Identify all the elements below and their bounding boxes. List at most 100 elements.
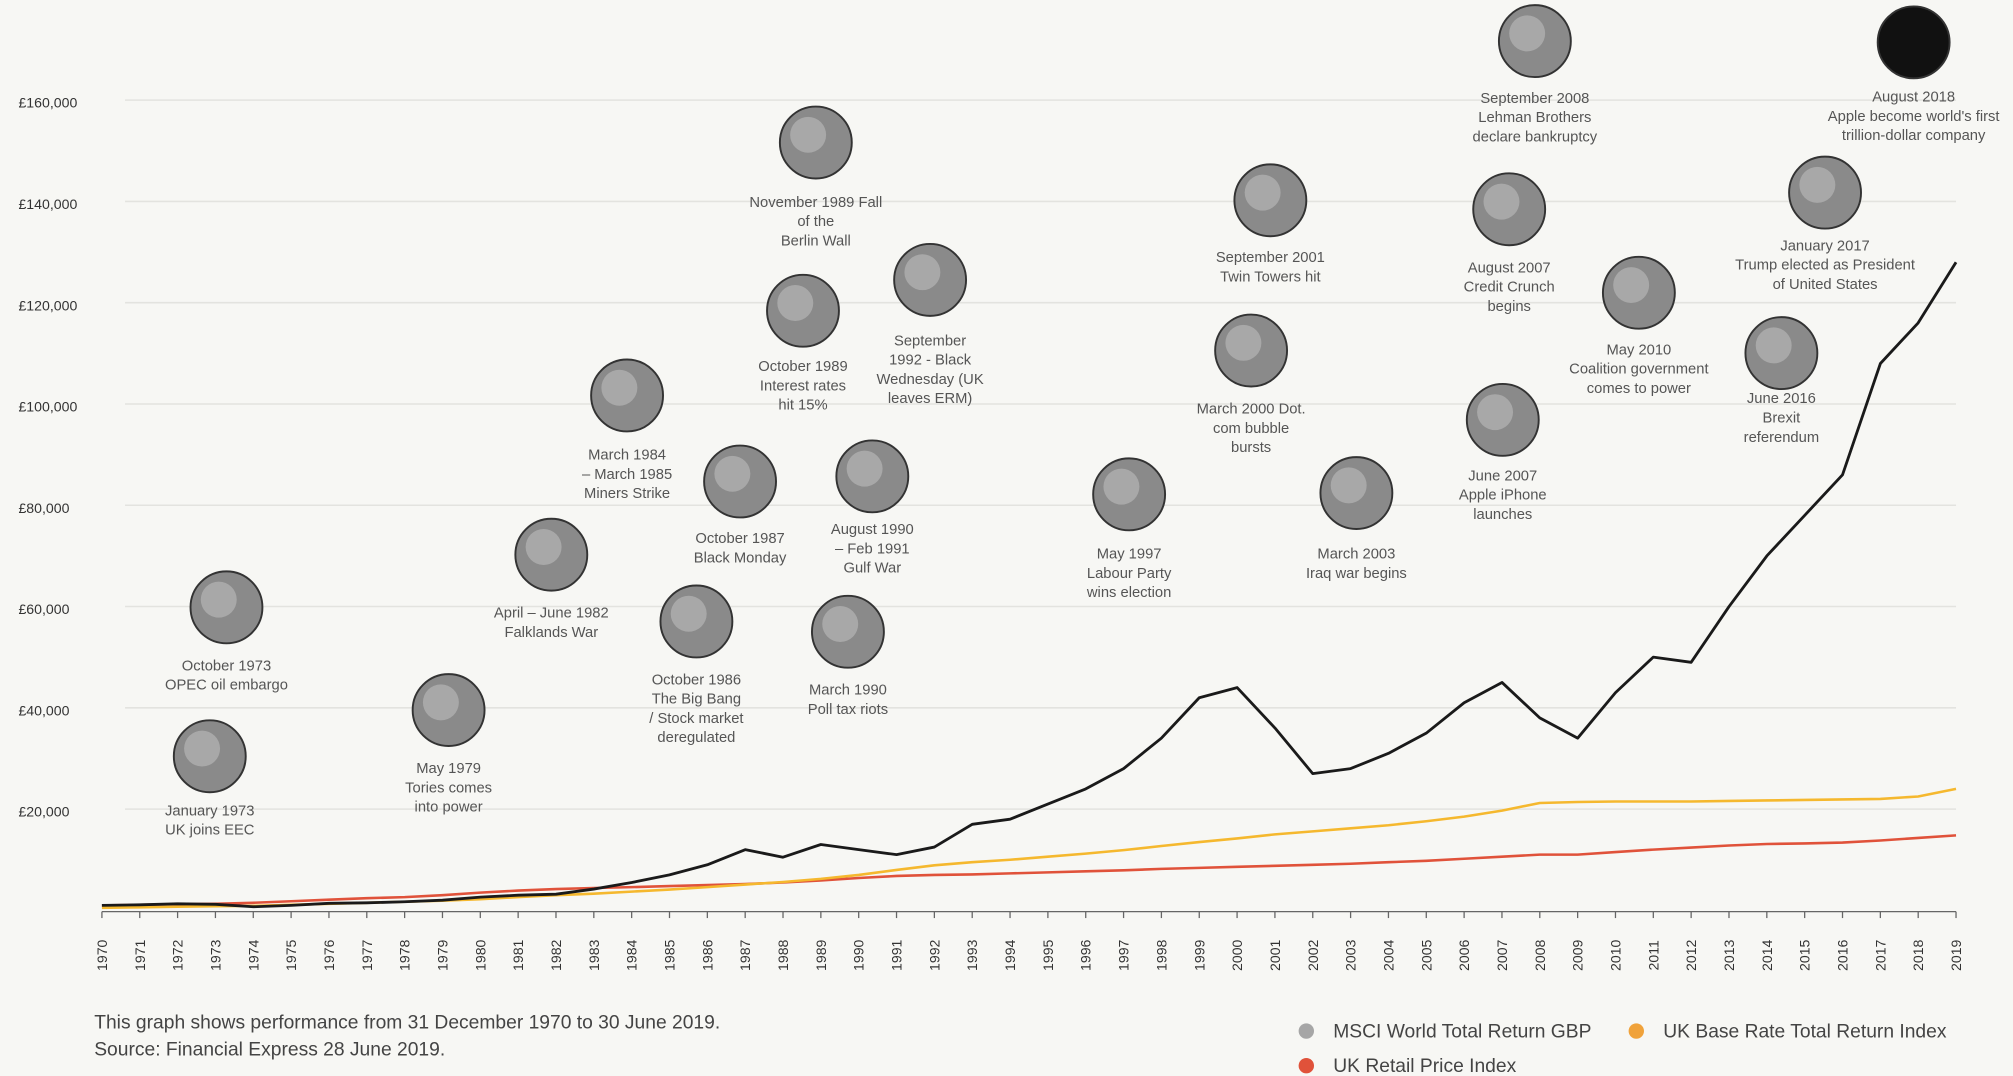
annotation-text: October 1973 <box>182 658 271 674</box>
photo-shade <box>904 254 940 290</box>
photo-shade <box>1225 325 1261 361</box>
annotation-text: Apple iPhone <box>1459 488 1547 504</box>
y-tick-label: £140,000 <box>18 196 77 212</box>
annotation-text: September <box>894 333 966 349</box>
annotation-text: October 1986 <box>652 672 741 688</box>
footnote: Source: Financial Express 28 June 2019. <box>94 1039 445 1060</box>
x-tick-label: 2004 <box>1380 939 1396 971</box>
annotation-text: May 1979 <box>416 761 481 777</box>
x-tick-label: 2000 <box>1229 939 1245 971</box>
x-tick-label: 2011 <box>1645 940 1661 970</box>
x-tick-label: 2009 <box>1570 939 1586 971</box>
y-tick-label: £100,000 <box>18 399 77 415</box>
annotation-text: March 1990 <box>809 683 887 699</box>
annotation-text: begins <box>1487 299 1530 315</box>
x-tick-label: 1974 <box>245 939 261 971</box>
annotation-text: Labour Party <box>1087 566 1172 582</box>
legend-marker <box>1299 1058 1314 1073</box>
annotation-text: OPEC oil embargo <box>165 678 288 694</box>
x-tick-label: 2014 <box>1759 939 1775 971</box>
x-tick-label: 1985 <box>662 939 678 971</box>
annotation-text: November 1989 Fall <box>749 195 882 211</box>
annotation-text: Gulf War <box>844 561 902 577</box>
x-tick-label: 1994 <box>1002 939 1018 971</box>
annotation-text: Interest rates <box>760 378 846 394</box>
chart: £20,000£40,000£60,000£80,000£100,000£120… <box>0 0 2013 1076</box>
annotation-text: – Feb 1991 <box>835 541 910 557</box>
annotation-text: August 2018 <box>1872 89 1955 105</box>
x-tick-label: 1997 <box>1116 939 1132 971</box>
annotation-text: Lehman Brothers <box>1478 110 1591 126</box>
x-tick-label: 2010 <box>1607 939 1623 971</box>
page: {"chart_data": {"type": "line", "x": [19… <box>0 0 2013 1076</box>
annotation-text: Falklands War <box>504 625 598 641</box>
annotation-text: comes to power <box>1587 381 1691 397</box>
annotation-text: Wednesday (UK <box>877 372 984 388</box>
legend-marker <box>1629 1023 1644 1038</box>
photo-shade <box>714 456 750 492</box>
series-line <box>102 262 1956 907</box>
photo-shade <box>423 684 459 720</box>
annotation-text: bursts <box>1231 440 1271 456</box>
photo-shade <box>1331 467 1367 503</box>
annotation-text: Brexit <box>1763 410 1801 426</box>
photo-shade <box>777 285 813 321</box>
x-tick-label: 1999 <box>1191 939 1207 971</box>
annotation-text: / Stock market <box>649 711 743 727</box>
photo-shade <box>201 582 237 618</box>
y-tick-label: £80,000 <box>18 500 69 516</box>
photo-shade <box>1245 175 1281 211</box>
photo-shade <box>1477 394 1513 430</box>
annotation-text: Trump elected as President <box>1735 258 1915 274</box>
x-tick-label: 2013 <box>1721 939 1737 971</box>
annotation-text: launches <box>1473 507 1532 523</box>
x-tick-label: 2002 <box>1305 939 1321 971</box>
annotation-text: wins election <box>1086 585 1171 601</box>
photo-shade <box>1509 15 1545 51</box>
annotation-text: Poll tax riots <box>808 702 888 718</box>
annotation-text: Coalition government <box>1569 362 1708 378</box>
x-tick-label: 1978 <box>397 939 413 971</box>
annotation-text: leaves ERM) <box>888 391 972 407</box>
x-tick-label: 1976 <box>321 939 337 971</box>
annotation-text: Black Monday <box>694 550 787 566</box>
annotation-text: August 1990 <box>831 522 914 538</box>
annotation-text: of the <box>797 214 834 230</box>
annotation-text: referendum <box>1744 430 1819 446</box>
annotation-text: October 1987 <box>695 531 784 547</box>
x-tick-label: 2017 <box>1872 939 1888 971</box>
x-tick-label: 1996 <box>1078 939 1094 971</box>
annotation-text: January 2017 <box>1780 238 1869 254</box>
annotation-text: April – June 1982 <box>494 606 609 622</box>
annotation-text: of United States <box>1773 277 1878 293</box>
x-tick-label: 1971 <box>132 939 148 971</box>
x-tick-label: 1988 <box>775 939 791 971</box>
annotation-text: Apple become world's first <box>1828 109 2000 125</box>
photo-shade <box>790 117 826 153</box>
legend-label: UK Base Rate Total Return Index <box>1663 1021 1947 1042</box>
x-tick-label: 2003 <box>1343 939 1359 971</box>
x-tick-label: 1981 <box>510 939 526 971</box>
annotation-text: October 1989 <box>758 359 847 375</box>
annotation-text: Iraq war begins <box>1306 566 1407 582</box>
annotation-text: hit 15% <box>778 398 827 414</box>
x-tick-label: 1989 <box>813 939 829 971</box>
y-tick-label: £160,000 <box>18 95 77 111</box>
x-tick-label: 2006 <box>1456 939 1472 971</box>
x-tick-label: 1980 <box>472 939 488 971</box>
legend-label: MSCI World Total Return GBP <box>1333 1021 1591 1042</box>
annotation-text: June 2007 <box>1468 468 1537 484</box>
annotation-text: Miners Strike <box>584 486 670 502</box>
x-tick-label: 1977 <box>359 939 375 971</box>
photo-shade <box>184 731 220 767</box>
x-tick-label: 2007 <box>1494 939 1510 971</box>
x-tick-label: 2019 <box>1948 939 1964 971</box>
annotation-text: Berlin Wall <box>781 233 851 249</box>
x-tick-label: 2015 <box>1797 939 1813 971</box>
legend-label: UK Retail Price Index <box>1333 1056 1516 1076</box>
annotation-text: May 1997 <box>1097 547 1162 563</box>
photo-shade <box>847 451 883 487</box>
annotation-text: June 2016 <box>1747 391 1816 407</box>
annotation-text: September 2008 <box>1480 91 1589 107</box>
photo-shade <box>526 529 562 565</box>
